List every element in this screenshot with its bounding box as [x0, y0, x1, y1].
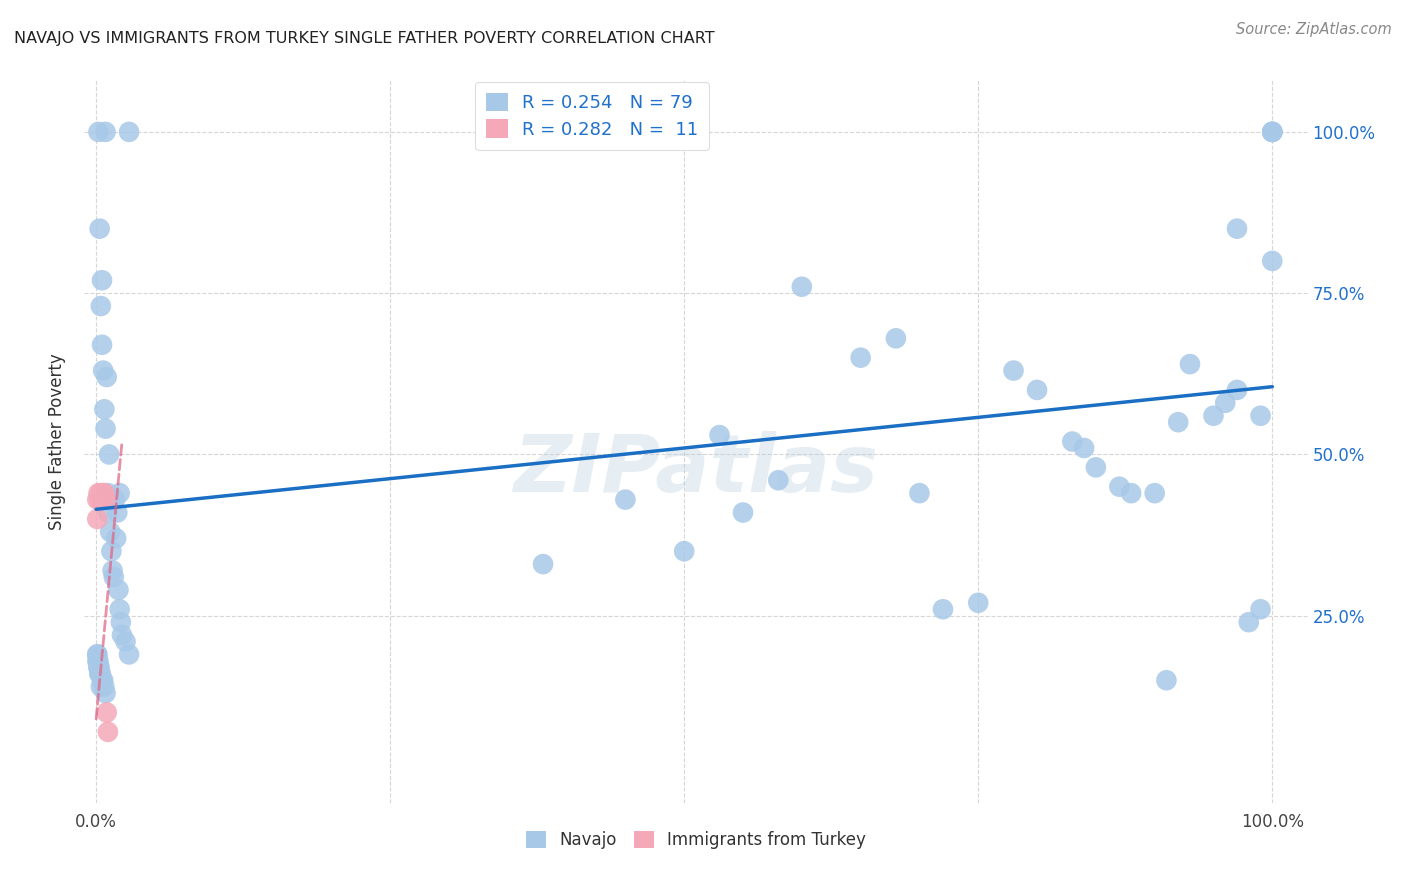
Point: [103, 570, 125, 584]
Point: [86, 492, 108, 507]
Point: [89, 660, 111, 674]
Point: [101, 564, 124, 578]
Point: [91, 486, 114, 500]
Point: [87, 486, 110, 500]
Point: [768, 473, 790, 487]
Point: [1121, 486, 1143, 500]
Point: [91, 673, 114, 688]
Point: [90, 299, 112, 313]
Point: [89, 666, 111, 681]
Point: [118, 648, 141, 662]
Point: [1250, 602, 1272, 616]
Point: [98, 524, 121, 539]
Point: [94, 492, 117, 507]
Point: [97, 486, 120, 500]
Point: [1202, 409, 1225, 423]
Point: [87, 660, 110, 674]
Point: [98, 447, 121, 461]
Point: [884, 331, 907, 345]
Point: [1261, 254, 1284, 268]
Point: [94, 422, 117, 436]
Point: [1108, 480, 1130, 494]
Point: [908, 486, 931, 500]
Point: [91, 338, 114, 352]
Point: [110, 615, 132, 630]
Point: [111, 628, 134, 642]
Point: [967, 596, 990, 610]
Point: [118, 125, 141, 139]
Point: [90, 666, 112, 681]
Point: [1026, 383, 1049, 397]
Point: [97, 506, 120, 520]
Point: [86, 648, 108, 662]
Point: [96, 706, 118, 720]
Point: [1226, 221, 1249, 235]
Point: [91, 673, 114, 688]
Point: [114, 634, 136, 648]
Point: [1167, 415, 1189, 429]
Text: NAVAJO VS IMMIGRANTS FROM TURKEY SINGLE FATHER POVERTY CORRELATION CHART: NAVAJO VS IMMIGRANTS FROM TURKEY SINGLE …: [14, 31, 714, 46]
Point: [104, 492, 127, 507]
Point: [790, 279, 813, 293]
Point: [1062, 434, 1084, 449]
Point: [614, 492, 637, 507]
Point: [673, 544, 696, 558]
Text: Source: ZipAtlas.com: Source: ZipAtlas.com: [1236, 22, 1392, 37]
Point: [86, 654, 108, 668]
Point: [1226, 383, 1249, 397]
Point: [86, 648, 108, 662]
Point: [91, 273, 114, 287]
Point: [89, 666, 111, 681]
Point: [1250, 409, 1272, 423]
Point: [1143, 486, 1166, 500]
Point: [1156, 673, 1178, 688]
Point: [87, 654, 110, 668]
Point: [94, 125, 117, 139]
Legend: Navajo, Immigrants from Turkey: Navajo, Immigrants from Turkey: [516, 822, 876, 860]
Point: [89, 666, 111, 681]
Point: [91, 492, 114, 507]
Point: [96, 370, 118, 384]
Point: [1261, 125, 1284, 139]
Point: [1237, 615, 1260, 630]
Point: [1261, 125, 1284, 139]
Y-axis label: Single Father Poverty: Single Father Poverty: [48, 353, 66, 530]
Point: [107, 582, 129, 597]
Point: [87, 125, 110, 139]
Point: [89, 492, 111, 507]
Point: [87, 660, 110, 674]
Point: [90, 486, 112, 500]
Point: [1261, 125, 1284, 139]
Point: [105, 531, 128, 545]
Point: [91, 363, 114, 377]
Point: [97, 724, 120, 739]
Point: [1178, 357, 1201, 371]
Point: [849, 351, 872, 365]
Point: [709, 428, 731, 442]
Point: [93, 680, 115, 694]
Point: [86, 512, 108, 526]
Point: [93, 402, 115, 417]
Point: [1073, 441, 1095, 455]
Point: [90, 680, 112, 694]
Point: [100, 544, 122, 558]
Point: [108, 602, 131, 616]
Point: [1002, 363, 1025, 377]
Point: [932, 602, 955, 616]
Point: [1084, 460, 1107, 475]
Point: [105, 506, 128, 520]
Point: [531, 557, 554, 571]
Point: [94, 686, 117, 700]
Point: [1261, 125, 1284, 139]
Text: ZIPatlas: ZIPatlas: [513, 432, 879, 509]
Point: [89, 221, 111, 235]
Point: [108, 486, 131, 500]
Point: [731, 506, 754, 520]
Point: [93, 486, 115, 500]
Point: [1213, 396, 1236, 410]
